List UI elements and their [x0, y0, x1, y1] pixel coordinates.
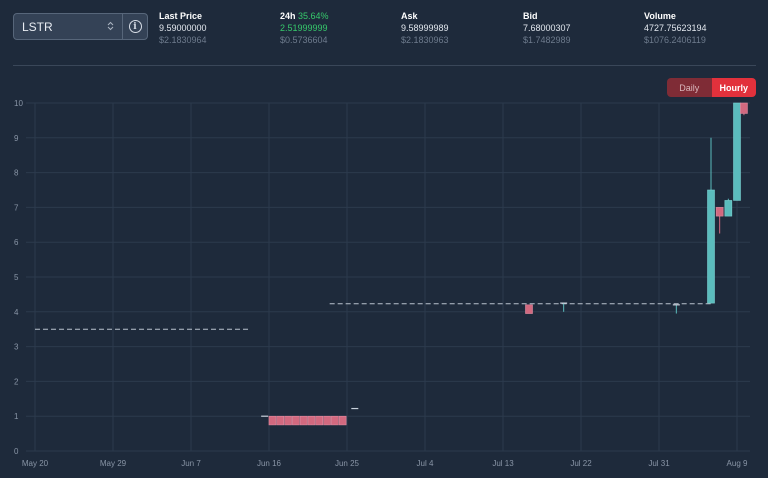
stat-value: 4727.75623194	[644, 23, 707, 33]
info-button[interactable]: i	[123, 14, 147, 39]
candle-body	[331, 415, 339, 426]
candle-body	[740, 102, 748, 114]
candle-body	[338, 415, 347, 426]
candle-body	[715, 207, 724, 217]
x-tick-label: Jul 13	[492, 459, 514, 468]
stat-label: Last Price	[159, 11, 203, 21]
y-tick-label: 5	[14, 273, 19, 282]
pair-dropdown-value: LSTR	[22, 19, 53, 34]
x-tick-label: May 29	[100, 459, 127, 468]
y-tick-label: 4	[14, 308, 19, 317]
x-tick-label: May 20	[22, 459, 49, 468]
stat-label: Ask	[401, 11, 418, 21]
header-divider	[13, 65, 756, 66]
y-tick-label: 0	[14, 447, 19, 456]
x-tick-label: Jul 4	[417, 459, 434, 468]
stat-value: 7.68000307	[523, 23, 571, 33]
y-tick-label: 8	[14, 169, 19, 178]
y-tick-label: 10	[14, 99, 23, 108]
candle-body	[299, 415, 308, 426]
stat-usd: $2.1830963	[401, 35, 449, 45]
candle-body	[292, 415, 300, 426]
y-tick-label: 7	[14, 203, 19, 212]
x-tick-label: Jun 25	[335, 459, 360, 468]
stat-last-price: Last Price 9.59000000 $2.1830964	[159, 10, 207, 46]
candle-body	[307, 415, 316, 426]
x-tick-label: Jun 16	[257, 459, 282, 468]
stat-label: Volume	[644, 11, 676, 21]
stat-bid: Bid 7.68000307 $1.7482989	[523, 10, 571, 46]
candle-body	[323, 415, 331, 426]
x-tick-label: Jul 31	[648, 459, 670, 468]
stat-value: 9.59000000	[159, 23, 207, 33]
y-tick-label: 2	[14, 377, 19, 386]
stat-label: 24h	[280, 11, 296, 21]
stat-usd: $2.1830964	[159, 35, 207, 45]
candle-body	[268, 415, 277, 426]
chevron-up-down-icon	[107, 21, 114, 33]
candle-body	[315, 415, 324, 426]
candle-body	[525, 304, 533, 314]
candle-body	[284, 415, 292, 426]
x-tick-label: Aug 9	[727, 459, 748, 468]
y-tick-label: 6	[14, 238, 19, 247]
stat-usd: $1076.2406119	[644, 35, 706, 45]
stat-volume: Volume 4727.75623194 $1076.2406119	[644, 10, 707, 46]
info-icon: i	[128, 20, 142, 33]
change-percent: 35.64%	[298, 11, 329, 21]
stat-value: 2.51999999	[280, 23, 328, 33]
y-tick-label: 3	[14, 343, 19, 352]
candle-body	[707, 189, 715, 304]
y-tick-label: 1	[14, 412, 19, 421]
stat-ask: Ask 9.58999989 $2.1830963	[401, 10, 449, 46]
stat-usd: $1.7482989	[523, 35, 571, 45]
tab-hourly[interactable]: Hourly	[711, 78, 756, 97]
stat-label: Bid	[523, 11, 538, 21]
pair-dropdown[interactable]: LSTR	[14, 14, 123, 39]
stat-usd: $0.5736604	[280, 35, 328, 45]
tab-daily[interactable]: Daily	[667, 78, 712, 97]
stat-value: 9.58999989	[401, 23, 449, 33]
candle-body	[724, 200, 733, 217]
timeframe-toggle[interactable]: Daily Hourly	[667, 78, 756, 97]
candle-body	[733, 102, 741, 201]
candle-body	[276, 415, 285, 426]
x-tick-label: Jul 22	[570, 459, 592, 468]
x-tick-label: Jun 7	[181, 459, 201, 468]
y-tick-label: 9	[14, 134, 19, 143]
stat-24h: 24h 35.64% 2.51999999 $0.5736604	[280, 10, 329, 46]
pair-selector[interactable]: LSTR i	[13, 13, 148, 40]
